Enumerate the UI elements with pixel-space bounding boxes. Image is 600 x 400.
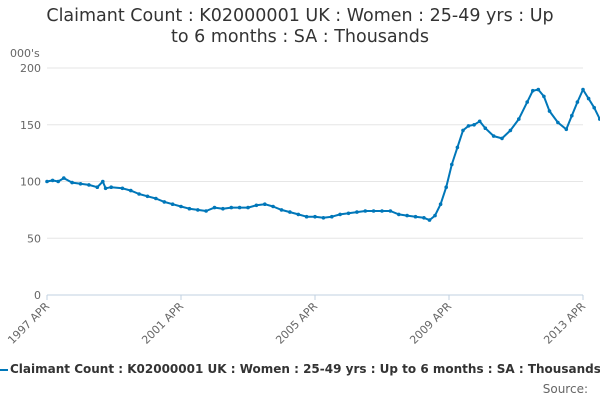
data-point [62, 176, 66, 180]
data-point [87, 183, 91, 187]
data-point [78, 182, 83, 186]
legend-swatch [0, 369, 8, 371]
data-point [296, 212, 301, 217]
data-point [95, 185, 100, 189]
data-point [254, 203, 259, 208]
data-point [321, 216, 326, 220]
data-point [433, 213, 437, 218]
data-point [427, 218, 432, 222]
y-tick-label: 200 [20, 62, 41, 75]
chart-title-line-2: to 6 months : SA : Thousands [171, 27, 429, 47]
data-point [508, 128, 513, 133]
data-point [56, 179, 60, 184]
data-point [531, 88, 535, 93]
data-point [556, 120, 560, 125]
data-point [517, 117, 521, 121]
data-point [204, 209, 208, 213]
data-point [212, 205, 217, 210]
y-tick-label: 0 [34, 289, 41, 302]
x-tick-label: 1997 APR [5, 300, 52, 347]
data-point [483, 126, 488, 130]
data-point [461, 128, 465, 133]
data-point [592, 105, 596, 110]
data-point [547, 109, 552, 113]
data-point [50, 178, 55, 183]
y-tick-label: 50 [27, 232, 41, 245]
data-point [380, 209, 384, 213]
data-point [229, 205, 234, 210]
data-point [388, 209, 393, 213]
data-point [525, 100, 529, 104]
data-point [466, 124, 471, 128]
data-point [154, 196, 158, 201]
chart-title-line-1: Claimant Count : K02000001 UK : Women : … [46, 6, 554, 26]
x-tick-label: 2001 APR [139, 300, 186, 347]
data-point [542, 94, 546, 99]
legend[interactable]: Claimant Count : K02000001 UK : Women : … [0, 362, 600, 378]
y-axis-label: 000's [10, 47, 40, 60]
data-point [120, 186, 125, 191]
data-point [500, 136, 504, 141]
data-point [246, 205, 250, 210]
data-point [371, 209, 376, 213]
data-point [355, 210, 359, 214]
data-point [221, 206, 225, 211]
data-point [304, 214, 309, 219]
data-point [271, 204, 275, 209]
x-tick-label: 2005 APR [273, 300, 320, 347]
data-point [170, 202, 175, 206]
data-point [472, 123, 476, 127]
data-point [422, 216, 426, 220]
y-tick-label: 100 [20, 176, 41, 189]
data-point [405, 213, 409, 218]
data-point [413, 214, 418, 219]
data-point [330, 214, 334, 219]
data-point [455, 145, 460, 150]
data-point [346, 211, 351, 216]
data-point [491, 134, 496, 138]
data-point [338, 212, 342, 217]
legend-label: Claimant Count : K02000001 UK : Women : … [10, 362, 600, 376]
data-point [288, 210, 292, 214]
data-point [162, 200, 167, 204]
x-tick-label: 2013 APR [541, 300, 588, 347]
data-point [477, 119, 482, 124]
data-point [196, 208, 200, 212]
data-point [313, 214, 317, 219]
data-point [70, 180, 74, 185]
data-point [397, 212, 401, 217]
chart-title: Claimant Count : K02000001 UK : Women : … [0, 6, 600, 48]
data-point [570, 113, 574, 118]
data-point [101, 179, 105, 184]
data-point [536, 87, 541, 92]
data-point [438, 202, 443, 206]
data-point [145, 194, 150, 199]
data-point [575, 100, 580, 104]
series-line [46, 88, 600, 222]
data-point [137, 192, 141, 196]
data-point [564, 127, 569, 132]
data-point [103, 186, 108, 191]
data-point [179, 204, 183, 209]
data-point [279, 208, 284, 212]
data-point [187, 206, 192, 211]
x-tick-label: 2009 APR [407, 300, 454, 347]
y-tick-label: 150 [20, 119, 41, 132]
data-point [129, 188, 133, 193]
data-point [363, 209, 368, 213]
data-point [581, 87, 585, 92]
data-point [586, 96, 591, 101]
data-point [109, 185, 113, 189]
data-point [263, 202, 267, 206]
data-point [237, 205, 242, 210]
data-point [450, 162, 454, 167]
data-point [444, 185, 449, 189]
source-label: Source: [542, 382, 588, 396]
data-point [45, 179, 49, 184]
